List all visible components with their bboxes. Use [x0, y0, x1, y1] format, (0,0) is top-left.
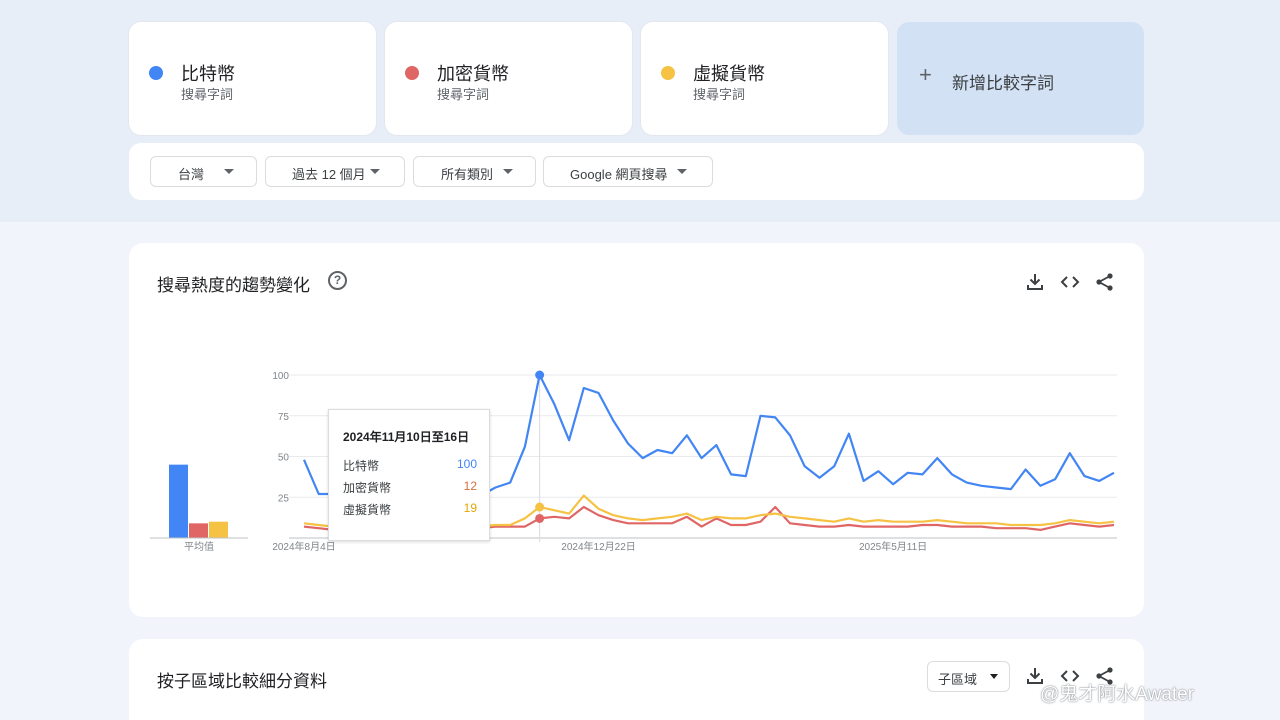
- term-color-dot: [405, 66, 419, 80]
- interest-over-time-card: 搜尋熱度的趨勢變化 ? 100 75 50 25 平均值 2024年8月4日 2024年…: [129, 243, 1144, 617]
- caret-down-icon: [224, 169, 234, 174]
- select-label: 子區域: [938, 672, 978, 687]
- term-card-virtual-currency[interactable]: 虛擬貨幣 搜尋字詞: [641, 22, 888, 135]
- tooltip-value: 12: [463, 479, 477, 493]
- caret-down-icon: [370, 169, 380, 174]
- filter-bar: 台灣 過去 12 個月 所有類別 Google 網頁搜尋: [129, 143, 1144, 200]
- y-tick-label: 50: [278, 453, 290, 464]
- tooltip-row: 比特幣 100: [343, 457, 477, 473]
- term-name: 比特幣: [181, 64, 235, 84]
- hover-point: [535, 502, 545, 512]
- embed-icon[interactable]: [1059, 271, 1081, 293]
- add-comparison-label: 新增比較字詞: [952, 74, 1054, 93]
- tooltip-row: 加密貨幣 12: [343, 479, 477, 495]
- term-type-label: 搜尋字詞: [693, 87, 746, 102]
- chart-tooltip: 2024年11月10日至16日 比特幣 100 加密貨幣 12 虛擬貨幣 19: [328, 409, 490, 541]
- caret-down-icon: [990, 674, 998, 679]
- card-title: 搜尋熱度的趨勢變化: [157, 276, 310, 295]
- time-range-filter[interactable]: 過去 12 個月: [265, 156, 405, 187]
- card-title: 按子區域比較細分資料: [157, 672, 327, 691]
- term-type-label: 搜尋字詞: [437, 87, 490, 102]
- filter-label: 過去 12 個月: [292, 167, 366, 182]
- y-tick-label: 75: [278, 412, 290, 423]
- caret-down-icon: [503, 169, 513, 174]
- average-bar: [189, 523, 208, 538]
- share-icon[interactable]: [1094, 271, 1116, 293]
- y-tick-label: 100: [272, 371, 289, 382]
- x-tick-label: 2024年12月22日: [561, 540, 636, 553]
- add-comparison-button[interactable]: + 新增比較字詞: [897, 22, 1144, 135]
- term-card-bitcoin[interactable]: 比特幣 搜尋字詞: [129, 22, 376, 135]
- caret-down-icon: [677, 169, 687, 174]
- tooltip-row: 虛擬貨幣 19: [343, 501, 477, 517]
- term-type-label: 搜尋字詞: [181, 87, 234, 102]
- term-name: 虛擬貨幣: [693, 64, 765, 84]
- average-label: 平均值: [184, 540, 214, 553]
- tooltip-term: 加密貨幣: [343, 481, 392, 495]
- watermark: @鬼才阿水Awater: [1040, 684, 1195, 705]
- trend-chart: 100 75 50 25 平均值 2024年8月4日 2024年12月22日 2025年5…: [150, 370, 1117, 553]
- tooltip-value: 19: [463, 501, 477, 515]
- download-icon[interactable]: [1024, 271, 1046, 293]
- subregion-breakdown-card: 按子區域比較細分資料 子區域: [129, 639, 1144, 720]
- help-icon[interactable]: ?: [328, 271, 347, 290]
- embed-icon[interactable]: [1059, 665, 1081, 687]
- tooltip-term: 虛擬貨幣: [343, 503, 392, 517]
- plus-icon: +: [919, 62, 932, 87]
- term-card-crypto[interactable]: 加密貨幣 搜尋字詞: [385, 22, 632, 135]
- tooltip-term: 比特幣: [343, 459, 380, 473]
- tooltip-value: 100: [456, 457, 477, 471]
- term-color-dot: [149, 66, 163, 80]
- average-bar: [169, 464, 188, 538]
- average-bar: [209, 521, 228, 538]
- search-type-filter[interactable]: Google 網頁搜尋: [543, 156, 713, 187]
- subregion-select[interactable]: 子區域: [927, 661, 1010, 692]
- filter-label: 台灣: [178, 167, 205, 182]
- x-tick-label: 2025年5月11日: [859, 540, 927, 553]
- region-filter[interactable]: 台灣: [150, 156, 257, 187]
- filter-label: 所有類別: [441, 167, 494, 182]
- x-tick-label: 2024年8月4日: [272, 540, 335, 553]
- share-icon[interactable]: [1094, 665, 1116, 687]
- tooltip-date: 2024年11月10日至16日: [343, 430, 470, 444]
- hover-point: [535, 370, 545, 380]
- download-icon[interactable]: [1024, 665, 1046, 687]
- filter-label: Google 網頁搜尋: [570, 167, 668, 182]
- term-name: 加密貨幣: [437, 64, 509, 84]
- hover-point: [535, 513, 545, 523]
- y-tick-label: 25: [278, 493, 290, 504]
- category-filter[interactable]: 所有類別: [413, 156, 536, 187]
- term-color-dot: [661, 66, 675, 80]
